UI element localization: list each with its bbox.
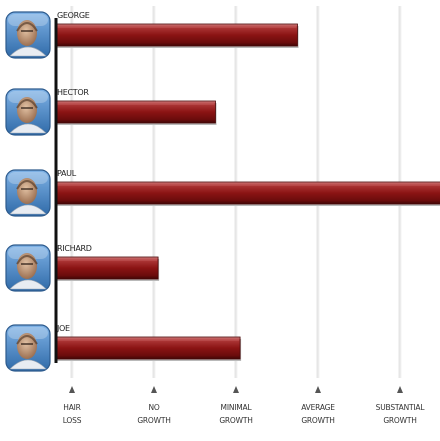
- tick-label-line1: NO: [148, 403, 159, 412]
- category-labels: GEORGE HECTOR PAUL RICHARD JOE: [56, 11, 92, 333]
- tick-arrow: [233, 386, 239, 393]
- tick-label-line1: MINIMAL: [221, 403, 253, 412]
- tick-label-line2: GROWTH: [383, 416, 416, 425]
- bars: [55, 23, 440, 361]
- tick-arrow: [151, 386, 157, 393]
- avatar-richard: [5, 244, 51, 292]
- tick-arrow: [315, 386, 321, 393]
- tick-arrow: [69, 386, 75, 393]
- x-axis-ticks: HAIR LOSS NO GROWTH MINIMAL GROWTH AVERAGE GROW…: [63, 386, 426, 425]
- tick-label-line2: GROWTH: [137, 416, 170, 425]
- tick-label-line2: GROWTH: [219, 416, 252, 425]
- avatar-george: [5, 11, 51, 59]
- tick-label-line1: AVERAGE: [301, 403, 335, 412]
- tick-label-line2: LOSS: [63, 416, 82, 425]
- tick-label-line1: HAIR: [63, 403, 80, 412]
- avatar-joe: [5, 324, 51, 372]
- tick-label-line2: GROWTH: [301, 416, 334, 425]
- tick-arrow: [397, 386, 403, 393]
- label-richard: RICHARD: [57, 244, 92, 253]
- avatar-paul: [5, 169, 51, 217]
- avatar-hector: [5, 88, 51, 136]
- label-paul: PAUL: [57, 169, 77, 178]
- avatars: [5, 11, 51, 372]
- tick-label-line1: SUBSTANTIAL: [376, 403, 426, 412]
- label-hector: HECTOR: [57, 88, 89, 97]
- label-joe: JOE: [56, 324, 70, 333]
- label-george: GEORGE: [57, 11, 90, 20]
